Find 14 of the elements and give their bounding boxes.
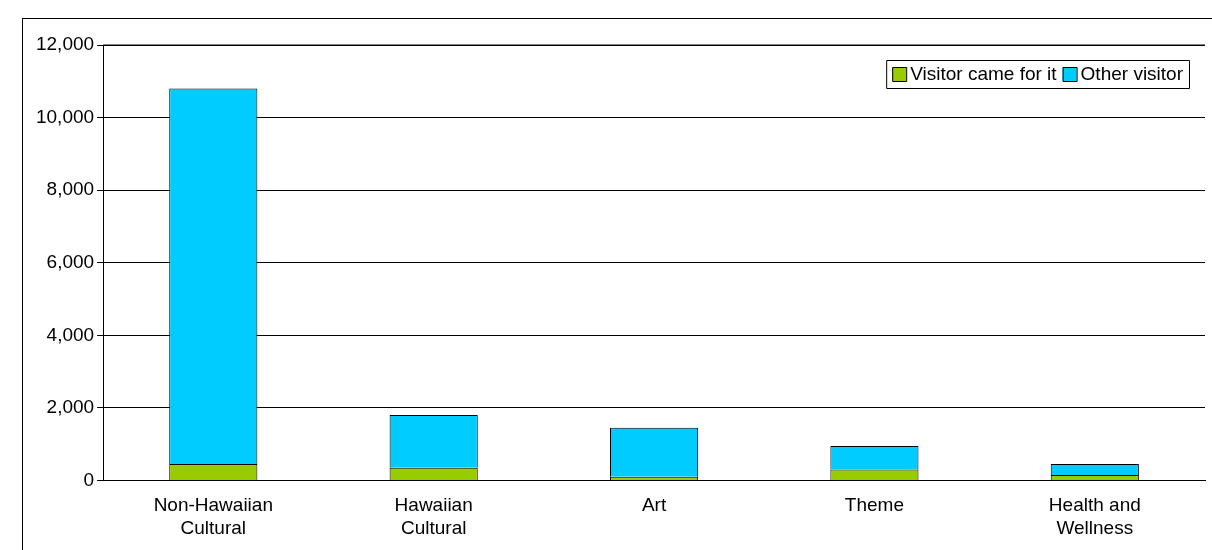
x-tick-label: Health and Wellness	[1048, 494, 1141, 538]
x-tick-label: Hawaiian Cultural	[394, 494, 473, 538]
y-tick-label: 10,000	[35, 105, 95, 127]
y-tick-label: 4,000	[46, 323, 95, 345]
y-tick-label: 6,000	[46, 250, 95, 272]
x-tick-label: Art	[641, 494, 667, 516]
x-tick-label: Theme	[844, 494, 904, 516]
y-tick-label: 8,000	[46, 178, 95, 200]
legend-label: Visitor came for it	[910, 63, 1058, 85]
x-tick-label: Non-Hawaiian Cultural	[153, 494, 273, 538]
legend-label: Other visitor	[1080, 63, 1184, 85]
y-tick-label: 2,000	[46, 396, 95, 418]
y-tick-label: 12,000	[35, 33, 95, 55]
y-tick-label: 0	[83, 468, 95, 490]
